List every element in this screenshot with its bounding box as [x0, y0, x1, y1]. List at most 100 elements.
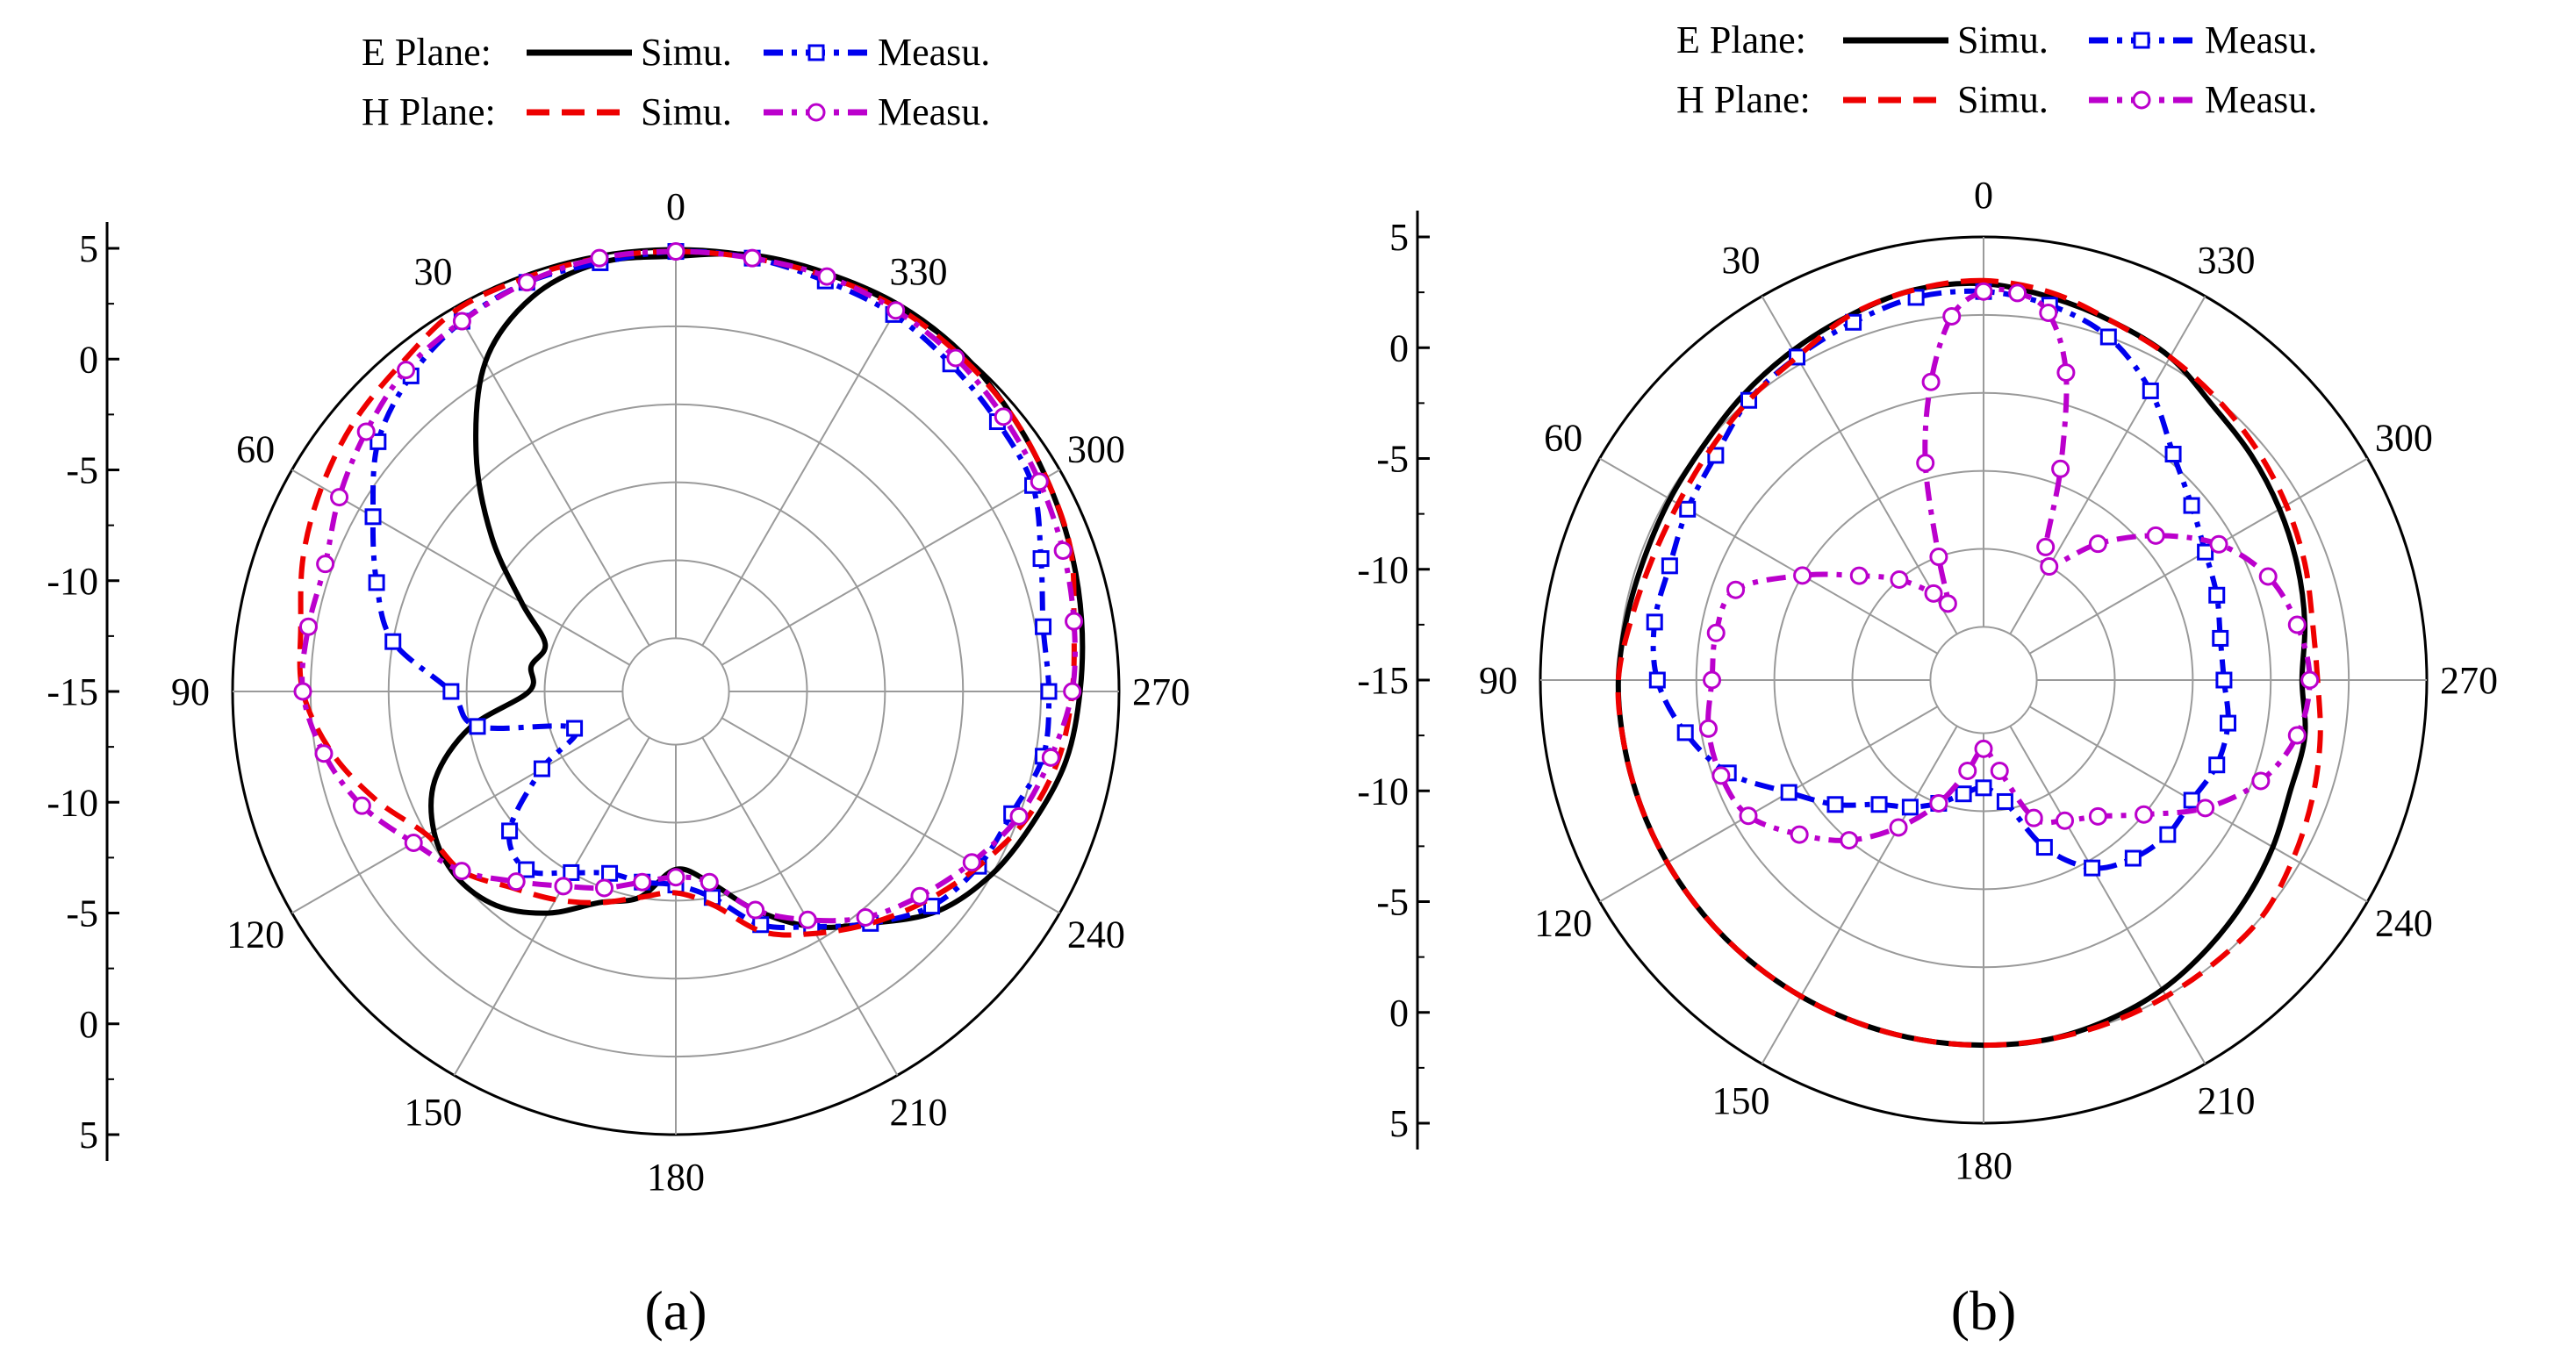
- data-point-marker: [1929, 548, 1948, 567]
- data-point-marker: [1974, 282, 1993, 301]
- legend-a: E Plane: Simu. Measu. H Plane: Simu. Mea…: [362, 31, 990, 133]
- data-point-marker: [2008, 283, 2027, 303]
- data-point-marker: [2220, 714, 2237, 732]
- grid-spoke: [701, 307, 899, 647]
- angle-tick-label: 0: [666, 185, 685, 228]
- data-point-marker: [356, 422, 376, 441]
- data-point-marker: [923, 898, 941, 915]
- data-point-marker: [1870, 796, 1888, 813]
- data-point-marker: [2135, 805, 2154, 824]
- polar-grid-b: 0 30 60 90 120 150 180 210 240 270 300 330 5 0 -5 -10 -1…: [1357, 174, 2498, 1187]
- data-point-marker: [397, 361, 416, 380]
- radial-tick-label: -10: [47, 560, 98, 603]
- data-point-marker: [1063, 682, 1082, 701]
- data-point-marker: [1916, 454, 1935, 473]
- polar-grid-a: 0 30 60 90 120 150 180 210 240 270 300 330 5 0 -5 -10 -1…: [47, 185, 1190, 1199]
- grid-ring: [1929, 626, 2038, 734]
- data-point-marker: [2251, 771, 2271, 791]
- data-point-marker: [1793, 566, 1812, 585]
- data-point-marker: [2209, 534, 2228, 554]
- data-point-marker: [2258, 567, 2278, 586]
- radial-tick-label: 5: [79, 227, 98, 270]
- data-point-marker: [563, 863, 580, 881]
- data-point-marker: [2287, 726, 2307, 745]
- angle-tick-label: 180: [647, 1156, 705, 1199]
- series-layer-b: [1615, 277, 2323, 1049]
- data-point-marker: [1053, 541, 1073, 560]
- data-point-marker: [1840, 831, 1859, 850]
- data-point-marker: [1703, 670, 1722, 690]
- data-point-marker: [666, 868, 685, 887]
- data-point-marker: [1826, 796, 1844, 813]
- data-point-marker: [1035, 618, 1052, 635]
- data-point-marker: [506, 872, 526, 892]
- series-line-h-simu: [1615, 277, 2323, 1049]
- data-point-marker: [2208, 586, 2226, 604]
- data-point-marker: [886, 301, 906, 320]
- data-point-marker: [1698, 719, 1718, 738]
- data-point-marker: [2039, 303, 2058, 322]
- data-point-marker: [2036, 537, 2056, 556]
- data-point-marker: [368, 574, 385, 591]
- radial-tick-label: -15: [1357, 659, 1409, 702]
- data-point-marker: [2124, 849, 2142, 867]
- data-point-marker: [2024, 808, 2043, 827]
- data-point-marker: [1849, 566, 1869, 585]
- data-point-marker: [2035, 839, 2053, 856]
- radial-tick-label: -5: [1376, 438, 1409, 481]
- data-point-marker: [1648, 671, 1666, 689]
- angle-tick-label: 300: [2375, 417, 2433, 460]
- angle-tick-label: 270: [1132, 670, 1190, 713]
- data-point-marker: [533, 760, 550, 777]
- data-point-marker: [1009, 806, 1029, 826]
- data-point-marker: [2088, 806, 2107, 826]
- data-point-marker: [946, 348, 965, 368]
- data-point-marker: [1901, 799, 1919, 816]
- data-point-marker: [518, 861, 535, 878]
- angle-tick-label: 60: [1544, 417, 1582, 460]
- data-point-marker: [2183, 792, 2200, 809]
- data-point-marker: [1706, 623, 1726, 642]
- data-point-marker: [1845, 313, 1862, 331]
- data-point-marker: [746, 900, 765, 920]
- legend-e-plane-label: E Plane:: [362, 31, 492, 74]
- data-point-marker: [633, 872, 652, 892]
- data-point-marker: [1975, 779, 1992, 797]
- angle-tick-label: 240: [1067, 913, 1125, 956]
- legend-h-simu-label: Simu.: [641, 90, 732, 133]
- data-point-marker: [700, 872, 719, 892]
- data-point-marker: [2208, 756, 2226, 774]
- data-point-marker: [364, 508, 382, 526]
- data-point-marker: [1929, 793, 1948, 813]
- radial-tick-label: 5: [79, 1114, 98, 1157]
- radial-tick-label: -10: [1357, 548, 1409, 591]
- data-point-marker: [1041, 748, 1060, 767]
- data-point-marker: [1890, 569, 1909, 589]
- grid-spoke: [1599, 706, 1939, 903]
- grid-spoke: [2009, 296, 2206, 635]
- data-point-marker: [1711, 766, 1731, 785]
- data-point-marker: [1739, 806, 1758, 826]
- data-point-marker: [517, 273, 536, 292]
- data-point-marker: [384, 633, 402, 650]
- grid-spoke: [291, 717, 631, 914]
- radial-tick-label: -10: [47, 781, 98, 824]
- angle-tick-label: 330: [2198, 239, 2256, 282]
- data-point-marker: [2142, 382, 2159, 399]
- panel-label-a: (a): [644, 1279, 707, 1342]
- data-point-marker: [1065, 612, 1084, 631]
- angle-tick-label: 120: [1534, 902, 1592, 945]
- data-point-marker: [1790, 825, 1809, 844]
- data-point-marker: [2056, 363, 2076, 383]
- data-point-marker: [314, 744, 334, 763]
- polar-chart-a: E Plane: Simu. Measu. H Plane: Simu. Mea…: [47, 31, 1190, 1342]
- angle-tick-label: 90: [171, 670, 210, 713]
- panel-label-b: (b): [1951, 1279, 2017, 1342]
- legend-e-measu-label: Measu.: [2205, 18, 2317, 61]
- data-point-marker: [1990, 761, 2009, 780]
- radial-tick-label: 0: [1389, 992, 1409, 1035]
- angle-tick-label: 90: [1479, 659, 1518, 702]
- radial-tick-label: 0: [79, 338, 98, 381]
- radial-tick-label: -5: [66, 449, 98, 492]
- data-point-marker: [1996, 792, 2013, 810]
